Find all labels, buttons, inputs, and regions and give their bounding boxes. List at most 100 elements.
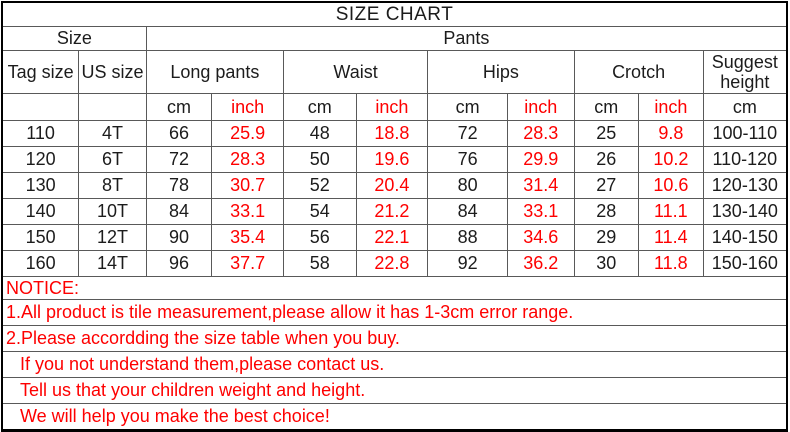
cell-long-pants-cm: 84: [145, 198, 213, 225]
table-row: 140 10T 84 33.1 54 21.2 84 33.1 28 11.1 …: [1, 198, 788, 225]
table-row: 150 12T 90 35.4 56 22.1 88 34.6 29 11.4 …: [1, 224, 788, 251]
cell-long-pants-inch: 35.4: [211, 224, 284, 251]
cell-tag-size: 160: [1, 250, 80, 277]
cell-waist-cm: 58: [282, 250, 357, 277]
column-header-crotch: Crotch: [573, 50, 704, 94]
table-row: 110 4T 66 25.9 48 18.8 72 28.3 25 9.8 10…: [1, 120, 788, 147]
notice-section: We will help you make the best choice!: [1, 403, 788, 431]
cell-waist-inch: 19.6: [355, 146, 429, 173]
column-header-tag-size: Tag size: [1, 50, 80, 94]
cell-suggest-height: 140-150: [702, 224, 788, 251]
cell-long-pants-inch: 30.7: [211, 172, 284, 199]
cell-tag-size: 140: [1, 198, 80, 225]
unit-cell-cm: cm: [427, 93, 508, 121]
cell-hips-cm: 88: [427, 224, 508, 251]
cell-suggest-height: 120-130: [702, 172, 788, 199]
cell-crotch-cm: 27: [573, 172, 640, 199]
cell-hips-cm: 80: [427, 172, 508, 199]
cell-waist-cm: 52: [282, 172, 357, 199]
unit-cell-cm: cm: [282, 93, 357, 121]
cell-crotch-cm: 25: [573, 120, 640, 147]
cell-us-size: 12T: [78, 224, 147, 251]
cell-long-pants-cm: 78: [145, 172, 213, 199]
cell-tag-size: 120: [1, 146, 80, 173]
cell-long-pants-cm: 96: [145, 250, 213, 277]
cell-waist-cm: 50: [282, 146, 357, 173]
cell-suggest-height: 110-120: [702, 146, 788, 173]
cell-waist-cm: 56: [282, 224, 357, 251]
column-header-us-size: US size: [78, 50, 147, 94]
cell-suggest-height: 150-160: [702, 250, 788, 277]
unit-cell-cm: cm: [702, 93, 788, 121]
cell-tag-size: 130: [1, 172, 80, 199]
cell-waist-inch: 18.8: [355, 120, 429, 147]
cell-long-pants-cm: 66: [145, 120, 213, 147]
cell-long-pants-inch: 33.1: [211, 198, 284, 225]
cell-suggest-height: 130-140: [702, 198, 788, 225]
unit-cell-inch: inch: [638, 93, 704, 121]
cell-hips-inch: 28.3: [506, 120, 575, 147]
column-header-suggest-height: Suggest height: [702, 50, 788, 94]
cell-crotch-cm: 30: [573, 250, 640, 277]
cell-long-pants-inch: 25.9: [211, 120, 284, 147]
notice-section: 2.Please accordding the size table when …: [1, 325, 788, 352]
cell-tag-size: 110: [1, 120, 80, 147]
table-row: 120 6T 72 28.3 50 19.6 76 29.9 26 10.2 1…: [1, 146, 788, 173]
cell-us-size: 4T: [78, 120, 147, 147]
cell-waist-inch: 20.4: [355, 172, 429, 199]
cell-waist-inch: 21.2: [355, 198, 429, 225]
cell-crotch-cm: 28: [573, 198, 640, 225]
cell-waist-inch: 22.1: [355, 224, 429, 251]
table-row: 160 14T 96 37.7 58 22.8 92 36.2 30 11.8 …: [1, 250, 788, 277]
cell-crotch-cm: 29: [573, 224, 640, 251]
unit-cell-inch: inch: [355, 93, 429, 121]
cell-waist-cm: 48: [282, 120, 357, 147]
notice-section: If you not understand them,please contac…: [1, 351, 788, 378]
unit-cell-cm: cm: [573, 93, 640, 121]
cell-crotch-inch: 11.8: [638, 250, 704, 277]
column-header-long-pants: Long pants: [145, 50, 284, 94]
cell-long-pants-cm: 90: [145, 224, 213, 251]
cell-suggest-height: 100-110: [702, 120, 788, 147]
cell-hips-inch: 29.9: [506, 146, 575, 173]
group-header-pants: Pants: [145, 26, 788, 51]
cell-hips-inch: 33.1: [506, 198, 575, 225]
cell-crotch-inch: 11.4: [638, 224, 704, 251]
chart-title: SIZE CHART: [1, 1, 788, 27]
cell-hips-cm: 72: [427, 120, 508, 147]
notice-line: Tell us that your children weight and he…: [1, 377, 788, 404]
cell-long-pants-inch: 28.3: [211, 146, 284, 173]
cell-hips-cm: 76: [427, 146, 508, 173]
cell-us-size: 8T: [78, 172, 147, 199]
cell-long-pants-cm: 72: [145, 146, 213, 173]
cell-hips-cm: 92: [427, 250, 508, 277]
cell-crotch-cm: 26: [573, 146, 640, 173]
notice-line: 1.All product is tile measurement,please…: [1, 299, 788, 326]
cell-us-size: 10T: [78, 198, 147, 225]
cell-hips-cm: 84: [427, 198, 508, 225]
unit-cell-cm: cm: [145, 93, 213, 121]
cell-hips-inch: 31.4: [506, 172, 575, 199]
cell-tag-size: 150: [1, 224, 80, 251]
notice-heading: NOTICE:: [1, 276, 788, 300]
cell-crotch-inch: 9.8: [638, 120, 704, 147]
cell-crotch-inch: 10.2: [638, 146, 704, 173]
group-header-size: Size: [1, 26, 147, 51]
unit-cell-empty: [1, 93, 80, 121]
cell-hips-inch: 36.2: [506, 250, 575, 277]
cell-long-pants-inch: 37.7: [211, 250, 284, 277]
table-row: 130 8T 78 30.7 52 20.4 80 31.4 27 10.6 1…: [1, 172, 788, 199]
notice-section: 1.All product is tile measurement,please…: [1, 299, 788, 326]
cell-us-size: 6T: [78, 146, 147, 173]
notice-section: NOTICE:: [1, 276, 788, 300]
cell-us-size: 14T: [78, 250, 147, 277]
unit-cell-inch: inch: [211, 93, 284, 121]
notice-line: 2.Please accordding the size table when …: [1, 325, 788, 352]
notice-section: Tell us that your children weight and he…: [1, 377, 788, 404]
column-header-hips: Hips: [427, 50, 575, 94]
cell-crotch-inch: 11.1: [638, 198, 704, 225]
notice-line: If you not understand them,please contac…: [1, 351, 788, 378]
column-header-waist: Waist: [282, 50, 429, 94]
unit-cell-empty: [78, 93, 147, 121]
